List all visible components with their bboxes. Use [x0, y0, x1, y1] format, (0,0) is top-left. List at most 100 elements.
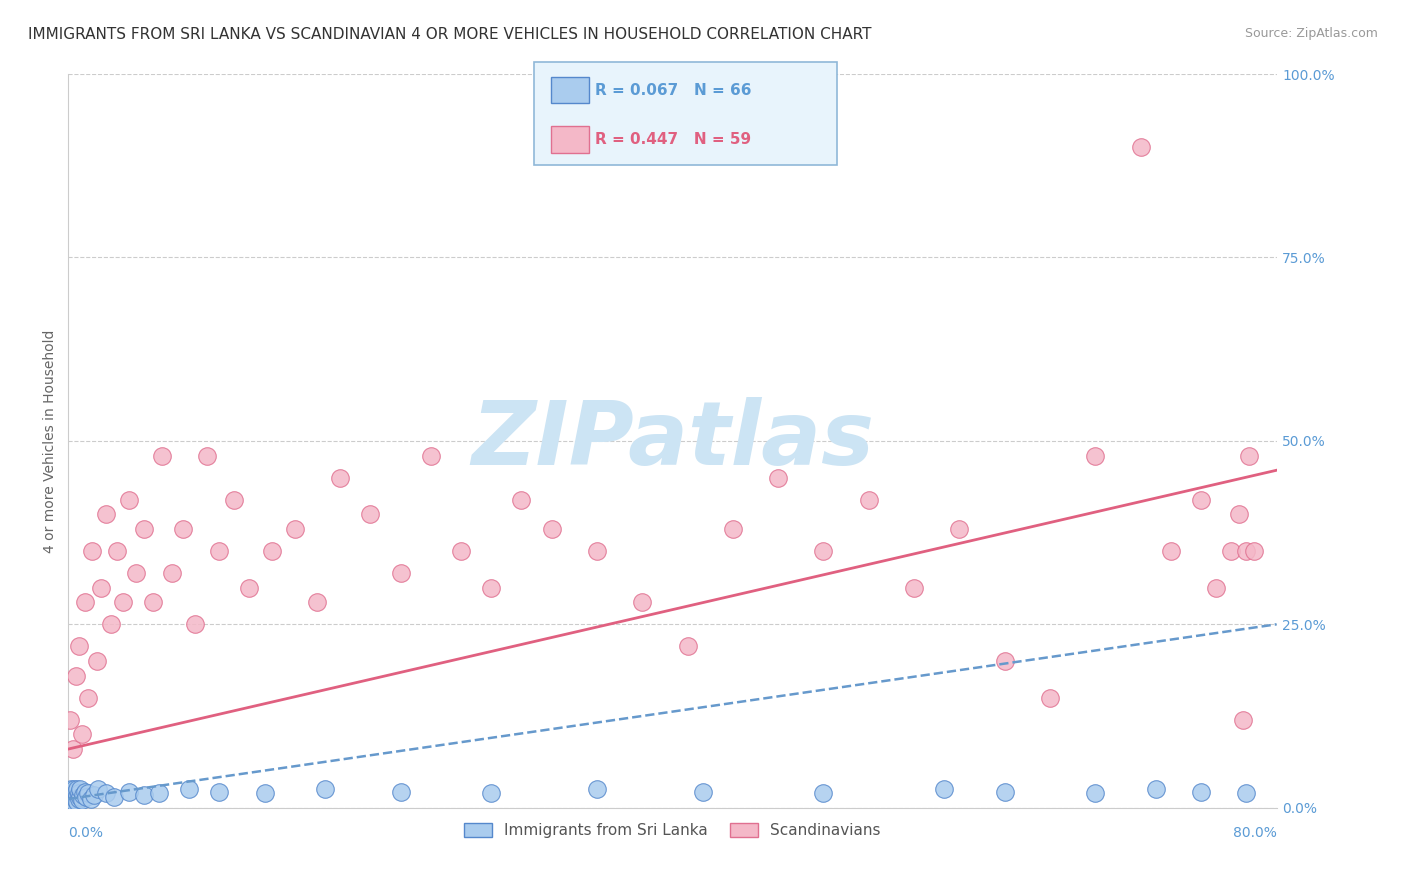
- Point: [87, 782, 110, 797]
- Point: [224, 492, 246, 507]
- Text: IMMIGRANTS FROM SRI LANKA VS SCANDINAVIAN 4 OR MORE VEHICLES IN HOUSEHOLD CORREL: IMMIGRANTS FROM SRI LANKA VS SCANDINAVIA…: [28, 27, 872, 42]
- Point: [184, 617, 207, 632]
- Text: 80.0%: 80.0%: [1233, 826, 1277, 840]
- Point: [172, 522, 194, 536]
- Point: [329, 470, 352, 484]
- Point: [66, 795, 89, 809]
- Point: [389, 566, 412, 580]
- Point: [903, 581, 925, 595]
- Point: [62, 789, 84, 804]
- Point: [479, 786, 502, 800]
- Point: [100, 617, 122, 632]
- Point: [586, 782, 609, 797]
- Point: [73, 595, 96, 609]
- Point: [67, 786, 90, 800]
- Point: [1234, 544, 1257, 558]
- Point: [117, 492, 139, 507]
- Point: [63, 792, 86, 806]
- Point: [59, 792, 82, 806]
- Point: [60, 789, 83, 804]
- Point: [692, 784, 714, 798]
- Point: [307, 595, 329, 609]
- Point: [510, 492, 533, 507]
- Point: [284, 522, 307, 536]
- Point: [111, 595, 134, 609]
- Point: [90, 581, 112, 595]
- Point: [75, 789, 97, 804]
- Point: [65, 668, 87, 682]
- Point: [67, 640, 90, 654]
- Point: [66, 782, 89, 797]
- Point: [60, 792, 83, 806]
- Point: [82, 544, 104, 558]
- Point: [63, 782, 86, 797]
- Point: [479, 581, 502, 595]
- Point: [70, 793, 93, 807]
- Point: [1220, 544, 1243, 558]
- Point: [60, 784, 83, 798]
- Point: [105, 544, 128, 558]
- Point: [62, 797, 84, 811]
- Point: [62, 742, 84, 756]
- Point: [948, 522, 970, 536]
- Point: [76, 786, 98, 800]
- Point: [150, 449, 173, 463]
- Point: [60, 788, 83, 802]
- Point: [238, 581, 260, 595]
- Point: [389, 784, 412, 798]
- Point: [314, 782, 336, 797]
- Point: [132, 788, 155, 802]
- Point: [62, 793, 84, 807]
- Point: [103, 789, 125, 804]
- Point: [1234, 786, 1257, 800]
- Text: 0.0%: 0.0%: [69, 826, 103, 840]
- Point: [65, 793, 87, 807]
- Point: [69, 789, 91, 804]
- Point: [1243, 544, 1265, 558]
- Point: [1144, 782, 1167, 797]
- Point: [66, 788, 89, 802]
- Point: [117, 784, 139, 798]
- Point: [65, 789, 87, 804]
- Point: [177, 782, 200, 797]
- Point: [125, 566, 148, 580]
- Point: [86, 654, 108, 668]
- Point: [63, 786, 86, 800]
- Text: R = 0.447   N = 59: R = 0.447 N = 59: [595, 132, 751, 146]
- Point: [208, 784, 231, 798]
- Point: [73, 784, 96, 798]
- Point: [59, 798, 82, 813]
- Point: [59, 793, 82, 807]
- Point: [994, 654, 1017, 668]
- Point: [142, 595, 165, 609]
- Point: [94, 786, 117, 800]
- Point: [59, 799, 82, 814]
- Point: [540, 522, 562, 536]
- Point: [195, 449, 218, 463]
- Point: [1160, 544, 1182, 558]
- Point: [132, 522, 155, 536]
- Point: [59, 786, 82, 800]
- Point: [76, 690, 98, 705]
- Point: [1084, 786, 1107, 800]
- Point: [70, 727, 93, 741]
- Point: [359, 508, 381, 522]
- Point: [631, 595, 654, 609]
- Point: [586, 544, 609, 558]
- Point: [59, 713, 82, 727]
- Point: [83, 788, 105, 802]
- Point: [1227, 508, 1250, 522]
- Point: [1205, 581, 1227, 595]
- Point: [721, 522, 744, 536]
- Point: [994, 784, 1017, 798]
- Point: [62, 788, 84, 802]
- Point: [62, 784, 84, 798]
- Point: [450, 544, 472, 558]
- Point: [72, 788, 94, 802]
- Point: [1129, 140, 1152, 154]
- Point: [1189, 492, 1212, 507]
- Point: [1239, 449, 1261, 463]
- Text: ZIPatlas: ZIPatlas: [471, 397, 875, 484]
- Point: [59, 797, 82, 811]
- Point: [253, 786, 276, 800]
